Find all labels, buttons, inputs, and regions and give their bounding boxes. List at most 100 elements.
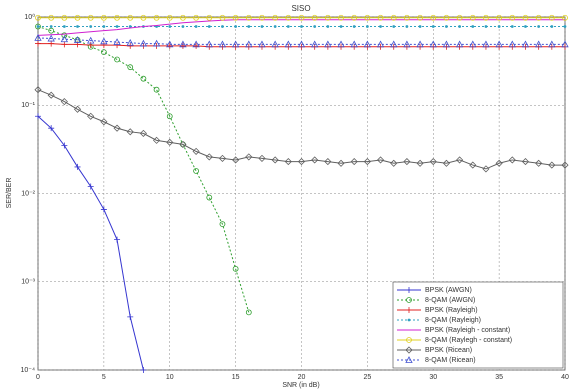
- marker: [482, 40, 490, 48]
- marker: [221, 25, 224, 28]
- marker: [207, 25, 211, 28]
- y-tick-label: 10⁻⁴: [21, 367, 36, 374]
- marker: [534, 40, 543, 48]
- marker: [337, 159, 345, 167]
- marker: [48, 14, 55, 21]
- marker: [100, 49, 107, 56]
- marker: [376, 156, 385, 164]
- marker: [205, 153, 213, 161]
- y-tick-label: 10⁻²: [21, 190, 35, 197]
- legend-label: BPSK (Ricean): [425, 347, 472, 354]
- x-tick-label: 20: [298, 374, 306, 381]
- marker: [61, 14, 68, 21]
- marker: [350, 40, 358, 48]
- marker: [324, 40, 332, 48]
- x-tick-label: 0: [36, 374, 40, 381]
- marker: [113, 124, 121, 132]
- marker: [166, 138, 174, 146]
- marker: [153, 136, 161, 144]
- marker: [74, 14, 81, 21]
- marker: [193, 42, 200, 49]
- legend-label: 8-QAM (Ricean): [425, 357, 476, 364]
- marker: [483, 14, 489, 21]
- marker: [140, 367, 147, 373]
- marker: [324, 14, 331, 21]
- marker: [311, 14, 318, 21]
- marker: [114, 42, 121, 49]
- marker: [34, 34, 42, 41]
- marker: [234, 25, 238, 28]
- x-tick-label: 40: [561, 374, 569, 381]
- marker: [300, 25, 303, 28]
- marker: [166, 42, 173, 49]
- marker: [392, 25, 396, 28]
- legend-marker: [405, 356, 413, 363]
- marker: [206, 194, 213, 201]
- marker: [550, 25, 554, 28]
- marker: [34, 86, 42, 94]
- marker: [232, 14, 239, 21]
- marker: [139, 39, 148, 47]
- marker: [166, 113, 173, 120]
- marker: [258, 154, 266, 162]
- marker: [231, 40, 240, 48]
- marker: [128, 25, 132, 28]
- marker: [48, 27, 55, 34]
- legend-marker: [406, 287, 412, 293]
- marker: [376, 40, 385, 48]
- marker: [403, 14, 410, 21]
- x-tick-label: 5: [102, 374, 106, 381]
- marker: [87, 36, 95, 44]
- y-tick-label: 10⁰: [24, 13, 35, 21]
- marker: [286, 25, 290, 28]
- marker: [456, 156, 464, 164]
- y-tick-label: 10⁻¹: [21, 102, 35, 109]
- marker: [259, 14, 265, 21]
- marker: [60, 35, 69, 43]
- marker: [416, 159, 424, 167]
- marker: [495, 159, 503, 167]
- marker: [469, 161, 477, 169]
- marker: [166, 14, 173, 21]
- marker: [206, 14, 213, 21]
- marker: [497, 25, 501, 28]
- marker: [496, 14, 503, 21]
- marker: [535, 14, 542, 21]
- marker: [218, 40, 227, 48]
- marker: [522, 14, 529, 21]
- marker: [338, 14, 344, 21]
- marker: [417, 14, 423, 21]
- marker: [232, 265, 239, 272]
- marker: [100, 42, 107, 49]
- marker: [456, 14, 463, 21]
- marker: [140, 14, 147, 21]
- marker: [363, 158, 371, 166]
- marker: [430, 14, 437, 21]
- marker: [219, 221, 226, 228]
- marker: [73, 105, 82, 113]
- marker: [194, 25, 198, 28]
- y-axis-label: SER/BER: [6, 178, 13, 209]
- marker: [326, 25, 330, 28]
- marker: [179, 140, 187, 148]
- marker: [339, 25, 343, 28]
- marker: [508, 156, 516, 164]
- marker: [139, 129, 147, 137]
- marker: [495, 40, 503, 48]
- marker: [127, 313, 134, 320]
- marker: [271, 156, 279, 164]
- marker: [245, 153, 253, 161]
- marker: [471, 25, 475, 28]
- marker: [352, 25, 356, 28]
- marker: [100, 37, 108, 45]
- marker: [379, 25, 382, 28]
- marker: [416, 40, 424, 48]
- marker: [76, 25, 79, 28]
- x-tick-label: 10: [166, 374, 174, 381]
- marker: [351, 14, 358, 21]
- legend-label: BPSK (Rayleigh): [425, 307, 478, 314]
- marker: [508, 40, 516, 48]
- marker: [193, 14, 200, 21]
- marker: [563, 25, 567, 28]
